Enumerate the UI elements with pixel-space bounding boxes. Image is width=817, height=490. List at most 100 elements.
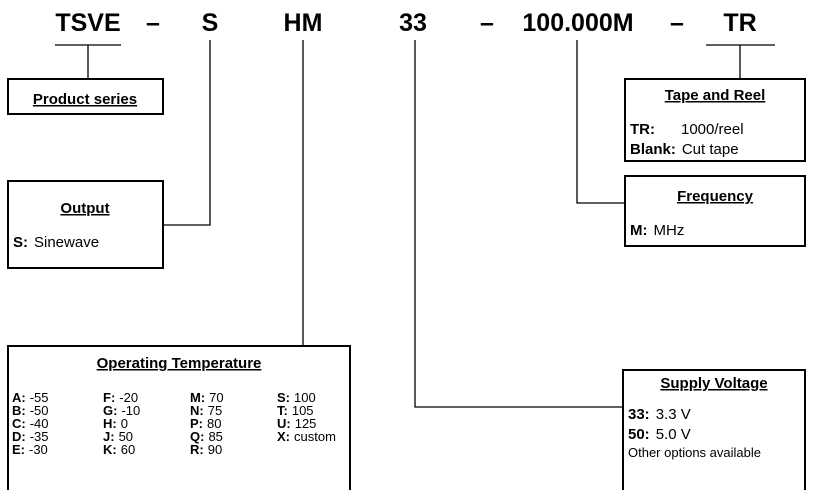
temperature-item: H: 0 <box>103 416 128 431</box>
temperature-item: U: 125 <box>277 416 316 431</box>
value: 1000/reel <box>681 121 744 138</box>
temperature-box <box>7 345 351 490</box>
key: P: <box>190 416 203 431</box>
output-box <box>7 180 164 269</box>
part-code: – <box>480 9 494 37</box>
temperature-item: P: 80 <box>190 416 221 431</box>
tape-reel-title: Tape and Reel <box>665 87 766 104</box>
voltage-note: Other options available <box>628 445 761 460</box>
value: 85 <box>208 429 222 444</box>
key: 50: <box>628 426 650 443</box>
temperature-item: S: 100 <box>277 390 316 405</box>
value: 0 <box>121 416 128 431</box>
key: J: <box>103 429 115 444</box>
value: 50 <box>119 429 133 444</box>
connectors <box>55 40 775 408</box>
output-title: Output <box>60 200 109 217</box>
key: A: <box>12 390 26 405</box>
temperature-item: M: 70 <box>190 390 224 405</box>
key: H: <box>103 416 117 431</box>
value: MHz <box>654 222 685 239</box>
value: 75 <box>208 403 222 418</box>
temperature-item: E: -30 <box>12 442 48 457</box>
key: K: <box>103 442 117 457</box>
temperature-item: C: -40 <box>12 416 49 431</box>
value: 5.0 V <box>656 426 691 443</box>
value: Sinewave <box>34 234 99 251</box>
temperature-item: R: 90 <box>190 442 222 457</box>
key: G: <box>103 403 117 418</box>
value: -35 <box>30 429 49 444</box>
key: C: <box>12 416 26 431</box>
temperature-item: F: -20 <box>103 390 138 405</box>
temperature-item: X: custom <box>277 429 336 444</box>
key: M: <box>190 390 205 405</box>
part-code: HM <box>284 9 323 37</box>
part-code: S <box>202 9 219 37</box>
part-code: TR <box>723 9 756 37</box>
temperature-title: Operating Temperature <box>97 355 262 372</box>
tape-reel-box <box>624 78 806 162</box>
temperature-grid: A: -55B: -50C: -40D: -35E: -30F: -20G: -10H: 0J:… <box>12 390 336 457</box>
temperature-item: D: -35 <box>12 429 49 444</box>
value: 80 <box>207 416 221 431</box>
supply-voltage-box <box>622 369 806 490</box>
value: -10 <box>121 403 140 418</box>
frequency-title: Frequency <box>677 188 754 205</box>
value: -40 <box>30 416 49 431</box>
part-code: 100.000M <box>522 9 633 37</box>
value: -30 <box>29 442 48 457</box>
key: N: <box>190 403 204 418</box>
value: 125 <box>295 416 317 431</box>
output-item: S: Sinewave <box>13 234 99 251</box>
value: 70 <box>209 390 223 405</box>
value: 3.3 V <box>656 406 691 423</box>
value: -20 <box>119 390 138 405</box>
key: U: <box>277 416 291 431</box>
value: custom <box>294 429 336 444</box>
part-code: TSVE <box>55 9 120 37</box>
voltage-item: 33: 3.3 V <box>628 406 691 423</box>
value: -50 <box>30 403 49 418</box>
value: Cut tape <box>682 141 739 158</box>
value: 105 <box>292 403 314 418</box>
frequency-item: M: MHz <box>630 222 684 239</box>
key: X: <box>277 429 290 444</box>
supply-voltage-title: Supply Voltage <box>660 375 767 392</box>
key: M: <box>630 222 648 239</box>
tape-item: Blank: Cut tape <box>630 141 739 158</box>
key: Q: <box>190 429 204 444</box>
part-code: – <box>146 9 160 37</box>
part-codes: TSVE – S HM 33–100.000M – TR <box>55 9 756 37</box>
product-series-box <box>7 78 164 115</box>
temperature-item: A: -55 <box>12 390 49 405</box>
key: S: <box>277 390 290 405</box>
key: R: <box>190 442 204 457</box>
key: TR: <box>630 121 655 138</box>
key: T: <box>277 403 288 418</box>
key: Blank: <box>630 141 676 158</box>
temperature-item: B: -50 <box>12 403 49 418</box>
temperature-item: T: 105 <box>277 403 314 418</box>
value: 100 <box>294 390 316 405</box>
tape-item: TR: 1000/reel <box>630 121 744 138</box>
key: E: <box>12 442 25 457</box>
value: -55 <box>30 390 49 405</box>
key: D: <box>12 429 26 444</box>
temperature-item: Q: 85 <box>190 429 223 444</box>
key: S: <box>13 234 28 251</box>
temperature-item: J: 50 <box>103 429 133 444</box>
value: 60 <box>121 442 135 457</box>
frequency-box <box>624 175 806 247</box>
value: 90 <box>208 442 222 457</box>
product-series-title: Product series <box>33 91 137 108</box>
key: 33: <box>628 406 650 423</box>
key: F: <box>103 390 115 405</box>
part-code: 33 <box>399 9 427 37</box>
temperature-item: K: 60 <box>103 442 135 457</box>
temperature-item: N: 75 <box>190 403 222 418</box>
temperature-item: G: -10 <box>103 403 140 418</box>
part-code: – <box>670 9 684 37</box>
voltage-item: 50: 5.0 V <box>628 426 691 443</box>
